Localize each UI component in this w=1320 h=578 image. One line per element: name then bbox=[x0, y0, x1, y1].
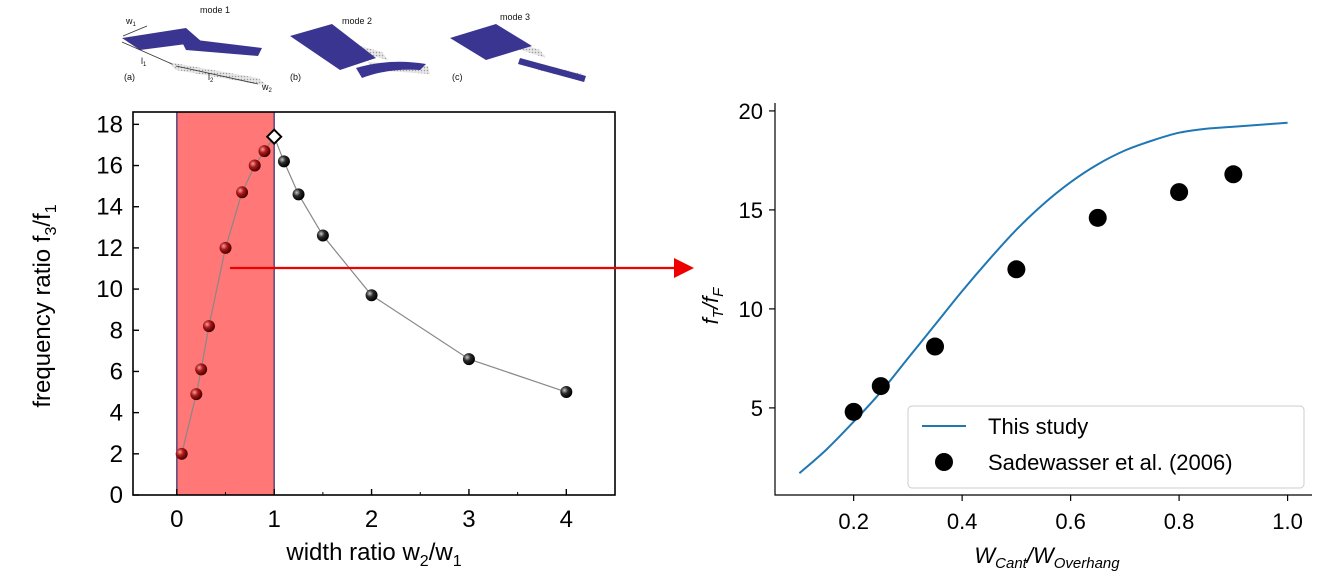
dim-l2-line bbox=[175, 65, 259, 85]
left-y-ticks: 0 2 4 6 8 10 12 14 16 18 bbox=[96, 111, 139, 509]
left-data-point bbox=[365, 289, 378, 302]
left-data-point bbox=[219, 241, 232, 254]
left-annotations bbox=[265, 128, 283, 146]
left-data-point bbox=[195, 363, 208, 376]
left-y-tick-label: 6 bbox=[110, 358, 123, 385]
left-data-point bbox=[202, 320, 215, 333]
right-y-tick-label: 10 bbox=[739, 297, 763, 322]
legend-box bbox=[907, 405, 1305, 489]
left-data-point bbox=[190, 388, 203, 401]
right-axes-spines bbox=[774, 103, 1312, 496]
left-data-point bbox=[560, 386, 573, 399]
panel-a-label: (a) bbox=[124, 72, 135, 82]
mode-2-label: mode 2 bbox=[342, 16, 372, 26]
mode-1-schematic: mode 1 w1 l1 l2 w2 (a) bbox=[121, 5, 273, 94]
left-data-point bbox=[462, 353, 475, 366]
mode-1-shadow bbox=[168, 62, 268, 86]
sadewasser-point bbox=[1170, 183, 1189, 202]
left-data-point bbox=[277, 155, 290, 168]
right-x-tick-label: 1.0 bbox=[1272, 509, 1303, 534]
legend-dot-marker bbox=[935, 453, 953, 471]
mode-1-label: mode 1 bbox=[200, 5, 230, 15]
left-y-tick-label: 8 bbox=[110, 317, 123, 344]
sadewasser-point bbox=[871, 377, 890, 396]
right-x-tick-label: 0.6 bbox=[1055, 509, 1086, 534]
peak-diamond-marker bbox=[265, 128, 283, 146]
right-x-ticks: 0.2 0.4 0.6 0.8 1.0 bbox=[838, 495, 1303, 534]
left-x-tick-label: 1 bbox=[268, 506, 281, 533]
sadewasser-point bbox=[1224, 165, 1243, 184]
highlight-region bbox=[176, 112, 275, 495]
right-y-tick-label: 5 bbox=[751, 396, 763, 421]
mode-3-label: mode 3 bbox=[500, 12, 530, 22]
arrow-head bbox=[674, 258, 694, 278]
right-x-axis-label: WCant/WOverhang bbox=[974, 543, 1120, 572]
link-arrow bbox=[230, 258, 694, 278]
left-x-tick-label: 2 bbox=[365, 506, 378, 533]
left-y-tick-label: 10 bbox=[96, 276, 123, 303]
mode-3-schematic: mode 3 (c) bbox=[450, 12, 586, 82]
sadewasser-point bbox=[1007, 260, 1026, 279]
left-data-point bbox=[248, 159, 261, 172]
mode-1-overhang bbox=[122, 28, 202, 50]
mode-schematics: mode 1 w1 l1 l2 w2 (a) mode 2 (b) mode 3 bbox=[121, 5, 586, 94]
dim-w1: w1 bbox=[125, 16, 137, 28]
legend-label-sadewasser: Sadewasser et al. (2006) bbox=[988, 450, 1233, 475]
dim-w2: w2 bbox=[261, 82, 273, 94]
mode-2-cantilever bbox=[356, 61, 426, 78]
left-y-tick-label: 12 bbox=[96, 235, 123, 262]
legend-label-this-study: This study bbox=[988, 414, 1088, 439]
dim-l1-line bbox=[121, 41, 173, 65]
right-x-tick-label: 0.2 bbox=[838, 509, 869, 534]
left-x-tick-label: 3 bbox=[462, 506, 475, 533]
left-y-tick-label: 18 bbox=[96, 111, 123, 138]
left-y-tick-label: 2 bbox=[110, 441, 123, 468]
sadewasser-point bbox=[926, 337, 945, 356]
left-data-point bbox=[258, 145, 271, 158]
right-x-tick-label: 0.4 bbox=[947, 509, 978, 534]
sadewasser-point bbox=[844, 402, 863, 421]
left-data-point bbox=[316, 229, 329, 242]
right-y-tick-label: 20 bbox=[739, 99, 763, 124]
right-series bbox=[798, 121, 1288, 474]
dim-w1-line bbox=[122, 25, 148, 37]
left-x-tick-label: 0 bbox=[170, 506, 183, 533]
left-data-point bbox=[236, 186, 249, 199]
left-data-points bbox=[175, 145, 573, 460]
dim-l1: l1 bbox=[141, 56, 147, 68]
left-x-tick-label: 4 bbox=[560, 506, 573, 533]
sadewasser-point bbox=[1088, 208, 1107, 227]
right-y-axis-label: fT/fF bbox=[698, 287, 727, 325]
left-x-ticks: 0 1 2 3 4 bbox=[170, 489, 616, 533]
left-y-tick-label: 16 bbox=[96, 153, 123, 180]
panel-b-label: (b) bbox=[290, 72, 301, 82]
legend: This study Sadewasser et al. (2006) bbox=[907, 405, 1305, 489]
left-x-axis-label: width ratio w2/w1 bbox=[285, 539, 461, 570]
dim-l2: l2 bbox=[208, 72, 214, 84]
left-y-tick-label: 4 bbox=[110, 400, 123, 427]
mode-2-schematic: mode 2 (b) bbox=[290, 16, 430, 82]
mode-3-cantilever bbox=[518, 58, 586, 82]
mode-3-overhang bbox=[450, 24, 532, 60]
mode-1-cantilever bbox=[180, 38, 262, 56]
right-y-ticks: 5 10 15 20 bbox=[739, 99, 775, 421]
left-y-axis-label: frequency ratio f3/f1 bbox=[29, 204, 60, 407]
right-y-tick-label: 15 bbox=[739, 198, 763, 223]
left-y-tick-label: 14 bbox=[96, 194, 123, 221]
left-data-point bbox=[175, 447, 188, 460]
left-y-tick-label: 0 bbox=[110, 482, 123, 509]
left-plot-frame bbox=[132, 111, 616, 496]
left-data-point bbox=[292, 188, 305, 201]
mode-2-overhang bbox=[290, 24, 376, 70]
panel-c-label: (c) bbox=[452, 72, 463, 82]
right-x-tick-label: 0.8 bbox=[1164, 509, 1195, 534]
